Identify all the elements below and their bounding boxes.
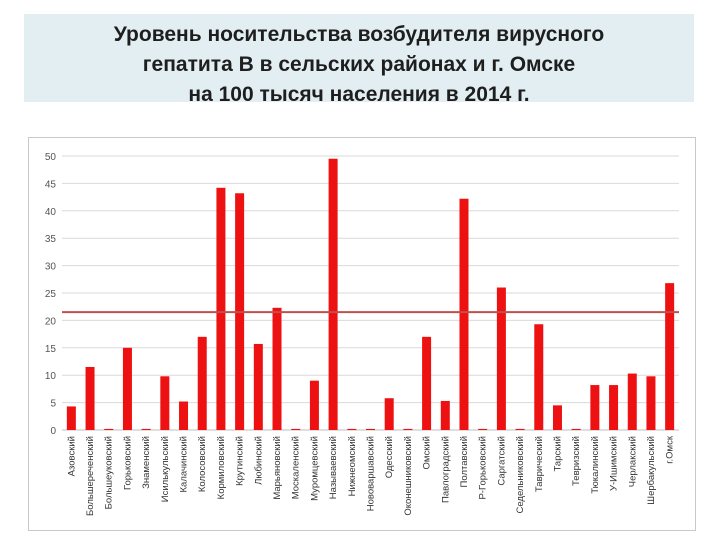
bar (478, 428, 488, 430)
x-tick-label: Кормиловский (216, 436, 227, 499)
bar (85, 366, 95, 430)
bar (272, 307, 282, 430)
title-line-3: на 100 тысяч населения в 2014 г. (188, 83, 530, 106)
x-tick-label: Одесский (384, 436, 395, 478)
y-tick-label: 40 (45, 207, 57, 218)
x-tick-label: Муромцевский (309, 436, 320, 501)
bar (665, 283, 675, 430)
bar (646, 376, 656, 430)
x-tick-label: Тюкалинский (590, 436, 601, 494)
y-tick-label: 35 (45, 234, 57, 245)
bar (627, 373, 637, 430)
bar (609, 385, 619, 430)
x-tick-label: Знаменский (141, 436, 152, 489)
bar (141, 428, 151, 430)
bar (552, 405, 562, 430)
bar (496, 287, 506, 430)
x-tick-label: Большереченский (85, 436, 96, 516)
x-tick-label: Исилькульский (160, 436, 171, 502)
x-tick-label: Таврический (534, 436, 545, 492)
bar (384, 398, 394, 430)
x-tick-label: Оконешниковский (403, 436, 414, 516)
bar (216, 187, 226, 430)
x-tick-label: Черлакский (627, 436, 638, 487)
bar (347, 428, 357, 430)
x-tick-label: Полтавский (459, 436, 470, 487)
y-tick-label: 50 (45, 152, 57, 163)
x-tick-label: Азовский (66, 436, 77, 476)
bar (366, 428, 375, 430)
x-tick-label: г.Омск (665, 435, 676, 464)
x-tick-label: Называевский (328, 436, 339, 499)
bar (253, 343, 263, 430)
bar (571, 428, 581, 430)
x-tick-label: Нижнеомский (347, 436, 358, 496)
x-tick-label: Саргатский (496, 436, 507, 486)
y-tick-label: 25 (45, 289, 57, 300)
y-tick-label: 5 (50, 399, 56, 410)
title-line-2: гепатита В в сельских районах и г. Омске (142, 53, 576, 76)
y-tick-label: 20 (45, 316, 57, 327)
bar (179, 401, 189, 430)
x-tick-label: Колосовский (197, 436, 208, 492)
x-tick-label: Нововаршавский (366, 436, 377, 511)
y-axis-ticks: 0 5 10 15 20 25 30 35 40 45 50 (45, 152, 57, 437)
y-tick-label: 0 (50, 426, 56, 437)
bar (459, 198, 469, 430)
x-tick-label: Омский (422, 436, 433, 469)
bar (403, 428, 413, 430)
bar (440, 400, 450, 430)
chart-area (28, 137, 696, 531)
bar (160, 376, 170, 430)
x-tick-label: Калачинский (179, 436, 190, 492)
bar (66, 406, 76, 430)
x-tick-label: Р-Горьковский (478, 436, 489, 500)
bars (66, 158, 675, 431)
x-tick-label: Тарский (552, 436, 563, 471)
x-tick-label: Седельниковский (515, 436, 526, 514)
bar (515, 428, 525, 430)
title-line-1: Уровень носительства возбудителя вирусно… (113, 23, 605, 46)
bar (197, 336, 207, 430)
y-tick-label: 45 (45, 179, 57, 190)
bar (291, 428, 301, 430)
x-tick-label: Любинский (253, 436, 264, 485)
x-tick-label: У-Ишимский (609, 436, 620, 491)
bar (309, 380, 319, 430)
bar (590, 385, 600, 430)
bar (328, 158, 338, 431)
bar (534, 324, 544, 430)
x-tick-label: Большеуковский (104, 436, 115, 509)
bar (104, 428, 114, 430)
bar (422, 336, 432, 430)
y-tick-label: 30 (45, 262, 57, 273)
x-axis-labels: Азовский Большереченский Большеуковский Гор… (66, 435, 675, 516)
bar (122, 347, 132, 430)
chart-title: Уровень носительства возбудителя вирусно… (24, 20, 694, 110)
title-band (24, 14, 694, 102)
y-tick-label: 15 (45, 344, 57, 355)
x-tick-label: Горьковский (122, 436, 133, 490)
x-tick-label: Павлоградский (440, 436, 451, 503)
x-tick-label: Москаленский (291, 436, 302, 499)
gridlines (62, 155, 679, 431)
x-tick-label: Шербакульский (646, 436, 657, 505)
x-tick-label: Тевризский (571, 436, 582, 486)
x-tick-label: Марьяновский (272, 436, 283, 500)
y-tick-label: 10 (45, 371, 57, 382)
x-tick-label: Крутинский (235, 436, 246, 486)
